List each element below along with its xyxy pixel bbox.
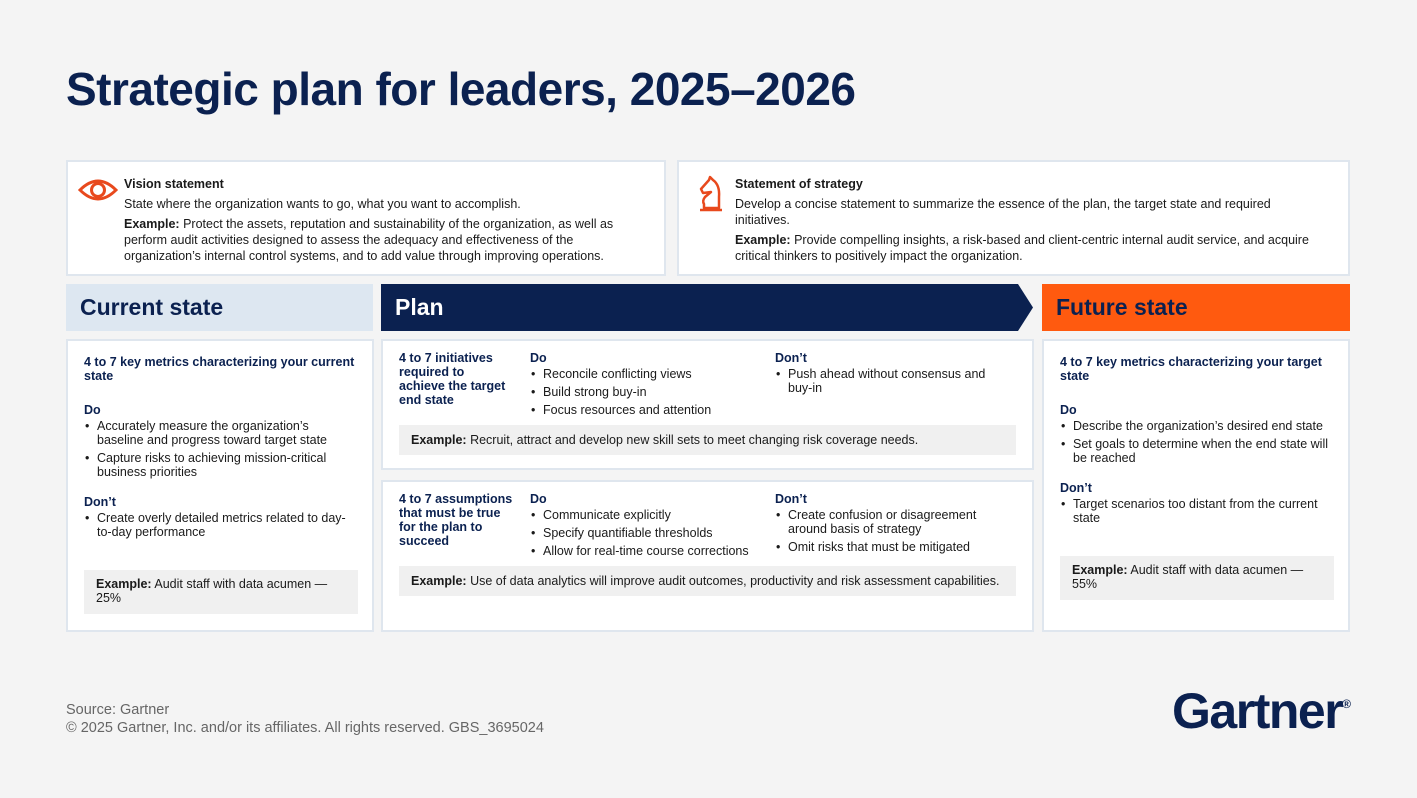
future-dont-list: Target scenarios too distant from the cu… bbox=[1060, 497, 1332, 525]
vision-example: Example: Protect the assets, reputation … bbox=[124, 216, 644, 264]
current-example-label: Example: bbox=[96, 577, 152, 591]
future-example-box: Example: Audit staff with data acumen — … bbox=[1060, 556, 1334, 600]
initiatives-dont-list: Push ahead without consensus and buy-in bbox=[775, 367, 1005, 395]
current-do-label: Do bbox=[84, 403, 101, 417]
initiatives-do-list: Reconcile conflicting views Build strong… bbox=[530, 367, 760, 417]
initiatives-dont-label: Don’t bbox=[775, 351, 807, 365]
assumptions-example-label: Example: bbox=[411, 574, 467, 588]
initiatives-example-label: Example: bbox=[411, 433, 467, 447]
list-item: Push ahead without consensus and buy-in bbox=[775, 367, 1005, 395]
list-item: Set goals to determine when the end stat… bbox=[1060, 437, 1332, 465]
strategy-statement-card: Statement of strategy Develop a concise … bbox=[677, 160, 1350, 276]
current-example-text: Audit staff with data acumen — 25% bbox=[96, 577, 328, 605]
assumptions-do-column: Do Communicate explicitly Specify quanti… bbox=[530, 492, 770, 562]
current-state-card: 4 to 7 key metrics characterizing your c… bbox=[66, 339, 374, 632]
future-dont-label: Don’t bbox=[1060, 481, 1092, 495]
current-state-header: Current state bbox=[66, 284, 373, 331]
list-item: Target scenarios too distant from the cu… bbox=[1060, 497, 1332, 525]
future-example-label: Example: bbox=[1072, 563, 1128, 577]
assumptions-example-box: Example: Use of data analytics will impr… bbox=[399, 566, 1016, 596]
current-example-box: Example: Audit staff with data acumen — … bbox=[84, 570, 358, 614]
future-state-card: 4 to 7 key metrics characterizing your t… bbox=[1042, 339, 1350, 632]
list-item: Focus resources and attention bbox=[530, 403, 760, 417]
future-state-heading: 4 to 7 key metrics characterizing your t… bbox=[1060, 355, 1322, 383]
list-item: Create confusion or disagreement around … bbox=[775, 508, 1005, 536]
strategy-body: Develop a concise statement to summarize… bbox=[735, 197, 1271, 227]
vision-example-label: Example: bbox=[124, 217, 180, 231]
future-example-text: Audit staff with data acumen — 55% bbox=[1072, 563, 1304, 591]
list-item: Build strong buy-in bbox=[530, 385, 760, 399]
future-do-list: Describe the organization’s desired end … bbox=[1060, 419, 1332, 465]
source-text: Source: Gartner bbox=[66, 702, 170, 718]
vision-heading: Vision statement bbox=[124, 177, 224, 191]
plan-arrow-shape bbox=[381, 284, 1033, 331]
list-item: Specify quantifiable thresholds bbox=[530, 526, 770, 540]
list-item: Allow for real-time course corrections bbox=[530, 544, 770, 558]
vision-example-text: Protect the assets, reputation and susta… bbox=[124, 217, 614, 263]
assumptions-do-list: Communicate explicitly Specify quantifia… bbox=[530, 508, 770, 558]
future-do-label: Do bbox=[1060, 403, 1077, 417]
assumptions-dont-column: Don’t Create confusion or disagreement a… bbox=[775, 492, 1005, 558]
assumptions-do-label: Do bbox=[530, 492, 547, 506]
list-item: Describe the organization’s desired end … bbox=[1060, 419, 1332, 433]
strategy-example-label: Example: bbox=[735, 233, 791, 247]
strategy-example-text: Provide compelling insights, a risk-base… bbox=[735, 233, 1309, 263]
assumptions-dont-label: Don’t bbox=[775, 492, 807, 506]
plan-header: Plan bbox=[381, 284, 1033, 331]
chess-knight-icon bbox=[689, 174, 729, 212]
initiatives-card: 4 to 7 initiatives required to achieve t… bbox=[381, 339, 1034, 470]
initiatives-dont-column: Don’t Push ahead without consensus and b… bbox=[775, 351, 1005, 399]
plan-header-label: Plan bbox=[395, 294, 444, 320]
assumptions-example-text: Use of data analytics will improve audit… bbox=[470, 574, 1000, 588]
future-state-header: Future state bbox=[1042, 284, 1350, 331]
footer: Source: Gartner © 2025 Gartner, Inc. and… bbox=[66, 701, 544, 737]
initiatives-example-box: Example: Recruit, attract and develop ne… bbox=[399, 425, 1016, 455]
initiatives-example-text: Recruit, attract and develop new skill s… bbox=[470, 433, 919, 447]
assumptions-dont-list: Create confusion or disagreement around … bbox=[775, 508, 1005, 554]
initiatives-do-column: Do Reconcile conflicting views Build str… bbox=[530, 351, 760, 421]
current-state-heading: 4 to 7 key metrics characterizing your c… bbox=[84, 355, 355, 383]
eye-icon bbox=[77, 174, 119, 210]
logo-registered-mark: ® bbox=[1342, 697, 1351, 712]
list-item: Create overly detailed metrics related t… bbox=[84, 511, 356, 539]
current-dont-label: Don’t bbox=[84, 495, 116, 509]
initiatives-heading: 4 to 7 initiatives required to achieve t… bbox=[399, 351, 506, 407]
list-item: Communicate explicitly bbox=[530, 508, 770, 522]
list-item: Reconcile conflicting views bbox=[530, 367, 760, 381]
current-dont-list: Create overly detailed metrics related t… bbox=[84, 511, 356, 539]
assumptions-card: 4 to 7 assumptions that must be true for… bbox=[381, 480, 1034, 632]
strategy-heading: Statement of strategy bbox=[735, 177, 863, 191]
copyright-text: © 2025 Gartner, Inc. and/or its affiliat… bbox=[66, 720, 544, 736]
assumptions-heading: 4 to 7 assumptions that must be true for… bbox=[399, 492, 513, 548]
gartner-logo: Gartner® bbox=[1172, 682, 1351, 740]
page-title: Strategic plan for leaders, 2025–2026 bbox=[66, 63, 856, 115]
initiatives-do-label: Do bbox=[530, 351, 547, 365]
vision-body: State where the organization wants to go… bbox=[124, 197, 521, 211]
current-do-list: Accurately measure the organization’s ba… bbox=[84, 419, 356, 479]
logo-text: Gartner bbox=[1172, 683, 1344, 739]
list-item: Capture risks to achieving mission-criti… bbox=[84, 451, 356, 479]
strategy-example: Example: Provide compelling insights, a … bbox=[735, 232, 1328, 264]
list-item: Accurately measure the organization’s ba… bbox=[84, 419, 356, 447]
vision-statement-card: Vision statement State where the organiz… bbox=[66, 160, 666, 276]
list-item: Omit risks that must be mitigated bbox=[775, 540, 1005, 554]
